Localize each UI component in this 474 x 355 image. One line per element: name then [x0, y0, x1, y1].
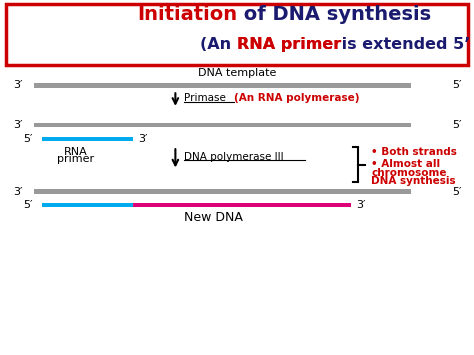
Text: 5′: 5′ [452, 120, 461, 130]
Bar [34, 123, 411, 127]
Text: DNA polymerase III: DNA polymerase III [184, 152, 283, 162]
Text: 3′: 3′ [13, 187, 22, 197]
Text: 3′: 3′ [13, 80, 22, 90]
Bar [42, 203, 133, 207]
Text: DNA template: DNA template [198, 68, 276, 78]
Bar [42, 137, 133, 141]
Text: 5′: 5′ [24, 200, 33, 210]
Text: 3′: 3′ [13, 120, 22, 130]
Text: of DNA synthesis: of DNA synthesis [237, 5, 431, 24]
Text: primer: primer [57, 154, 94, 164]
Text: RNA: RNA [64, 147, 88, 157]
Text: 5′: 5′ [24, 134, 33, 144]
Text: Primase: Primase [184, 93, 226, 103]
Text: 3′: 3′ [356, 200, 366, 210]
Text: (An: (An [200, 37, 237, 52]
Text: RNA primer: RNA primer [237, 37, 341, 52]
Text: is extended 5’ – 3’): is extended 5’ – 3’) [336, 37, 474, 52]
Text: 5′: 5′ [452, 187, 461, 197]
Bar [34, 83, 411, 88]
FancyBboxPatch shape [6, 4, 468, 65]
Text: New DNA: New DNA [184, 212, 243, 224]
Text: 5′: 5′ [452, 80, 461, 90]
Text: DNA synthesis: DNA synthesis [371, 176, 456, 186]
Bar [133, 203, 351, 207]
Bar [34, 190, 411, 194]
Text: RNA primer: RNA primer [237, 37, 341, 52]
Text: chromosome: chromosome [371, 168, 447, 178]
Text: • Almost all: • Almost all [371, 159, 440, 169]
Text: Initiation: Initiation [137, 5, 237, 24]
Text: (An RNA polymerase): (An RNA polymerase) [234, 93, 359, 103]
Text: 3′: 3′ [138, 134, 148, 144]
Text: • Both strands: • Both strands [371, 147, 457, 157]
